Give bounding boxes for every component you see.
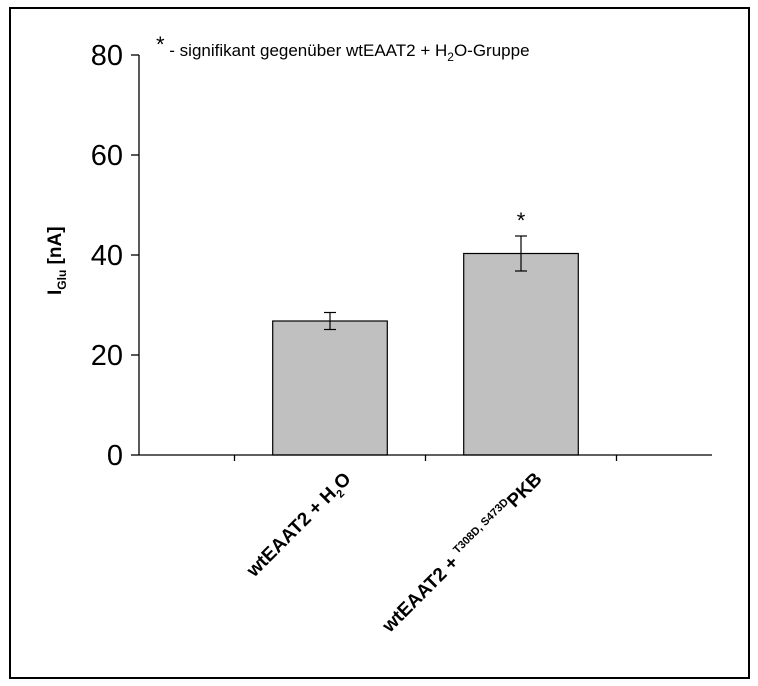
significance-marker: *	[517, 208, 526, 233]
y-axis-title-unit: [nA]	[45, 226, 66, 269]
bar	[463, 252, 579, 456]
y-tick-label: 80	[91, 40, 123, 72]
svg-text:IGlu [nA]: IGlu [nA]	[45, 226, 69, 295]
svg-text:* - signifikant gegenüber wtEA: * - signifikant gegenüber wtEAAT2 + H2O-…	[156, 32, 530, 64]
x-category-label-sup: T308D, S473D	[451, 496, 511, 556]
y-axis-title-main: I	[45, 290, 66, 295]
x-category-label-main: wtEAAT2 +	[378, 549, 467, 638]
y-axis-title-sub: Glu	[55, 270, 69, 290]
y-axis-title: IGlu [nA]	[45, 226, 69, 295]
legend-text: - signifikant gegenüber wtEAAT2 + H	[165, 41, 448, 60]
y-tick-label: 0	[107, 440, 123, 472]
legend-text-end: O-Gruppe	[454, 41, 530, 60]
x-category-label-main: wtEAAT2 + H	[242, 483, 341, 582]
x-category-label: wtEAAT2 + H2O	[242, 469, 357, 584]
bar	[272, 320, 388, 456]
y-tick-label: 60	[91, 140, 123, 172]
significance-legend: * - signifikant gegenüber wtEAAT2 + H2O-…	[156, 32, 530, 64]
x-category-label: wtEAAT2 + T308D, S473DPKB	[377, 468, 546, 637]
y-tick-label: 40	[91, 240, 123, 272]
y-tick-label: 20	[91, 340, 123, 372]
legend-subscript: 2	[447, 50, 454, 64]
x-category-label-tail: O	[330, 469, 355, 494]
legend-star: *	[156, 32, 165, 57]
